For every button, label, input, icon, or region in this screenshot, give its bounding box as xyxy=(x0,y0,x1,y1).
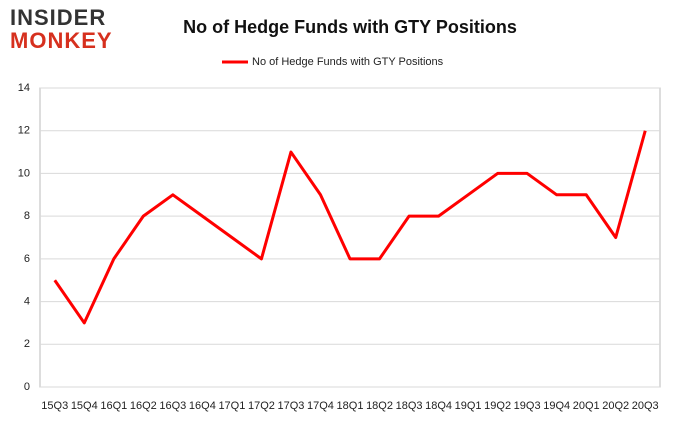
y-tick-label: 0 xyxy=(24,381,30,393)
x-tick-label: 16Q3 xyxy=(159,400,186,412)
data-line xyxy=(53,130,647,325)
logo-line1: INSIDER xyxy=(10,5,106,30)
y-tick-label: 8 xyxy=(24,210,30,222)
x-tick-label: 16Q1 xyxy=(100,400,127,412)
x-tick-label: 18Q3 xyxy=(396,400,423,412)
y-tick-label: 10 xyxy=(18,167,30,179)
x-tick-label: 20Q3 xyxy=(632,400,659,412)
x-tick-label: 19Q4 xyxy=(543,400,570,412)
x-tick-label: 17Q3 xyxy=(277,400,304,412)
x-tick-label: 16Q2 xyxy=(130,400,157,412)
legend-label: No of Hedge Funds with GTY Positions xyxy=(252,56,444,68)
x-tick-label: 19Q2 xyxy=(484,400,511,412)
x-tick-label: 18Q4 xyxy=(425,400,452,412)
x-tick-label: 15Q4 xyxy=(71,400,98,412)
x-tick-label: 20Q1 xyxy=(573,400,600,412)
x-tick-label: 18Q1 xyxy=(337,400,364,412)
x-tick-label: 19Q1 xyxy=(455,400,482,412)
x-tick-label: 16Q4 xyxy=(189,400,216,412)
x-tick-label: 18Q2 xyxy=(366,400,393,412)
y-tick-label: 4 xyxy=(24,295,30,307)
x-tick-label: 17Q1 xyxy=(218,400,245,412)
x-tick-label: 17Q4 xyxy=(307,400,334,412)
x-tick-label: 17Q2 xyxy=(248,400,275,412)
x-tick-label: 19Q3 xyxy=(514,400,541,412)
x-tick-label: 15Q3 xyxy=(41,400,68,412)
y-tick-label: 6 xyxy=(24,253,30,265)
x-tick-label: 20Q2 xyxy=(602,400,629,412)
y-tick-label: 14 xyxy=(18,82,30,94)
chart-title: No of Hedge Funds with GTY Positions xyxy=(183,17,517,37)
y-tick-label: 2 xyxy=(24,338,30,350)
logo-line2: MONKEY xyxy=(10,28,113,53)
y-tick-label: 12 xyxy=(18,125,30,137)
